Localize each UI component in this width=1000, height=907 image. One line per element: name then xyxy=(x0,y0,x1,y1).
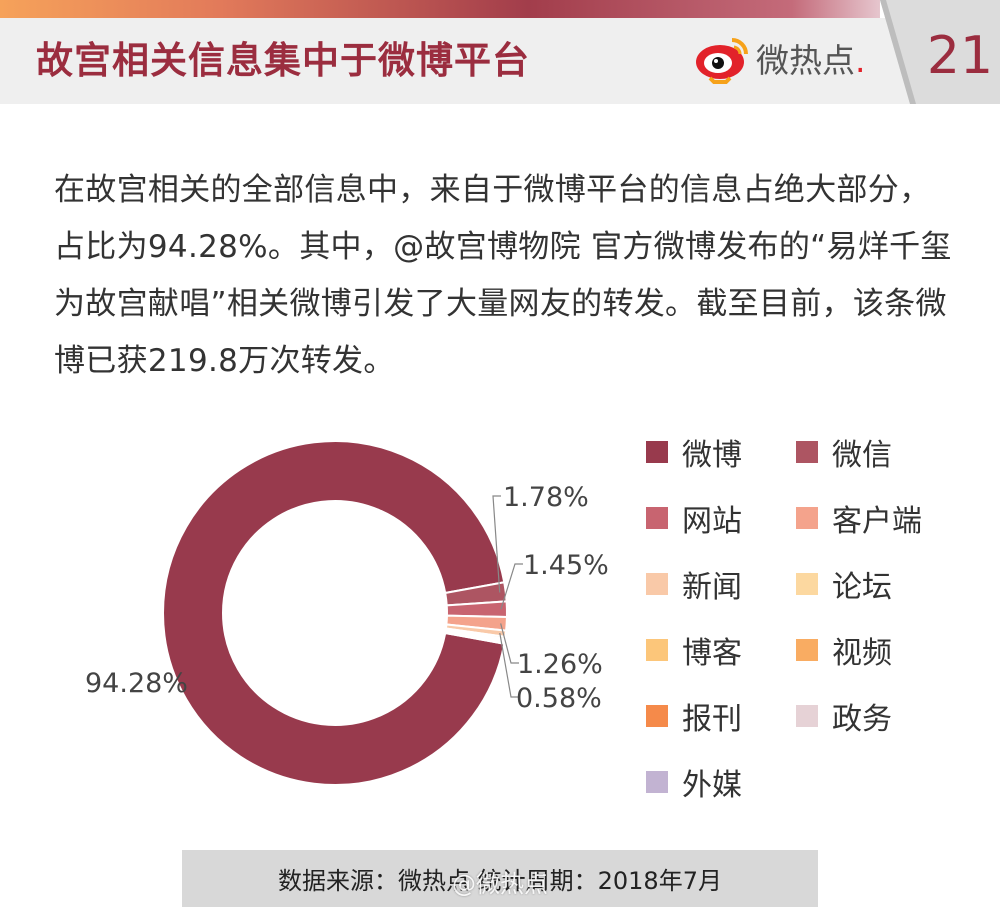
legend-item-论坛: 论坛 xyxy=(796,564,966,605)
page-number: 21 xyxy=(926,26,994,86)
legend-label: 博客 xyxy=(682,635,742,671)
legend-label: 新闻 xyxy=(682,569,742,605)
legend-swatch xyxy=(796,506,818,529)
legend-item-微信: 微信 xyxy=(796,432,966,473)
legend-swatch xyxy=(646,572,668,595)
legend-label: 客户端 xyxy=(832,503,922,539)
legend-item-报刊: 报刊 xyxy=(646,696,796,737)
legend-label: 微博 xyxy=(682,437,742,473)
donut-chart: 94.28% 1.78% 1.45% 1.26%0.58% xyxy=(85,440,609,786)
data-label-新闻: 0.58% xyxy=(516,683,602,714)
brand-dot: . xyxy=(855,41,866,80)
header-accent-stripe xyxy=(0,0,880,18)
slice-微博 xyxy=(162,440,506,786)
legend-swatch xyxy=(646,506,668,529)
summary-text: 在故宫相关的全部信息中，来自于微博平台的信息占绝大部分，占比为94.28%。其中… xyxy=(54,172,952,379)
legend-label: 视频 xyxy=(832,635,892,671)
brand: 微热点. xyxy=(692,28,892,88)
legend-item-客户端: 客户端 xyxy=(796,498,966,539)
legend-swatch xyxy=(646,440,668,463)
legend-swatch xyxy=(646,638,668,661)
legend-swatch xyxy=(796,704,818,727)
slice-外媒 xyxy=(444,631,506,645)
data-label-客户端: 1.26% xyxy=(517,649,603,680)
legend-swatch xyxy=(796,638,818,661)
legend-item-政务: 政务 xyxy=(796,696,966,737)
legend-swatch xyxy=(646,704,668,727)
leader-line-新闻 xyxy=(499,632,519,698)
legend-label: 论坛 xyxy=(832,569,892,605)
leader-line-客户端 xyxy=(500,623,519,664)
legend-item-外媒: 外媒 xyxy=(646,762,796,803)
page-number-tab xyxy=(880,0,1000,104)
header-band xyxy=(0,18,1000,104)
legend-item-网站: 网站 xyxy=(646,498,796,539)
legend-label: 微信 xyxy=(832,437,892,473)
legend-label: 外媒 xyxy=(682,767,742,803)
chart-legend: 微博 微信网站 客户端新闻 论坛博客 视频报刊 政务外媒 xyxy=(646,432,986,803)
legend-item-博客: 博客 xyxy=(646,630,796,671)
brand-name: 微热点. xyxy=(756,41,866,80)
footer-source-bar: 数据来源：微热点 统计周期：2018年7月 xyxy=(182,850,818,907)
legend-label: 政务 xyxy=(832,701,892,737)
watermark: @微热点 xyxy=(452,870,548,898)
data-label-网站: 1.45% xyxy=(523,550,609,581)
data-label-微信: 1.78% xyxy=(503,482,589,513)
page-title: 故宫相关信息集中于微博平台 xyxy=(36,39,530,82)
legend-item-微博: 微博 xyxy=(646,432,796,473)
legend-swatch xyxy=(796,572,818,595)
legend-label: 报刊 xyxy=(682,701,742,737)
data-label-微博: 94.28% xyxy=(85,668,188,699)
weibo-eye-logo-icon xyxy=(696,38,748,84)
header: 故宫相关信息集中于微博平台 微热点. 21 xyxy=(0,0,1000,110)
legend-swatch xyxy=(796,440,818,463)
data-source-text: 数据来源：微热点 统计周期：2018年7月 xyxy=(278,867,722,895)
legend-item-视频: 视频 xyxy=(796,630,966,671)
leader-line-网站 xyxy=(500,563,523,610)
leader-line-微信 xyxy=(492,495,501,593)
legend-item-新闻: 新闻 xyxy=(646,564,796,605)
legend-label: 网站 xyxy=(682,503,742,539)
legend-swatch xyxy=(646,770,668,793)
